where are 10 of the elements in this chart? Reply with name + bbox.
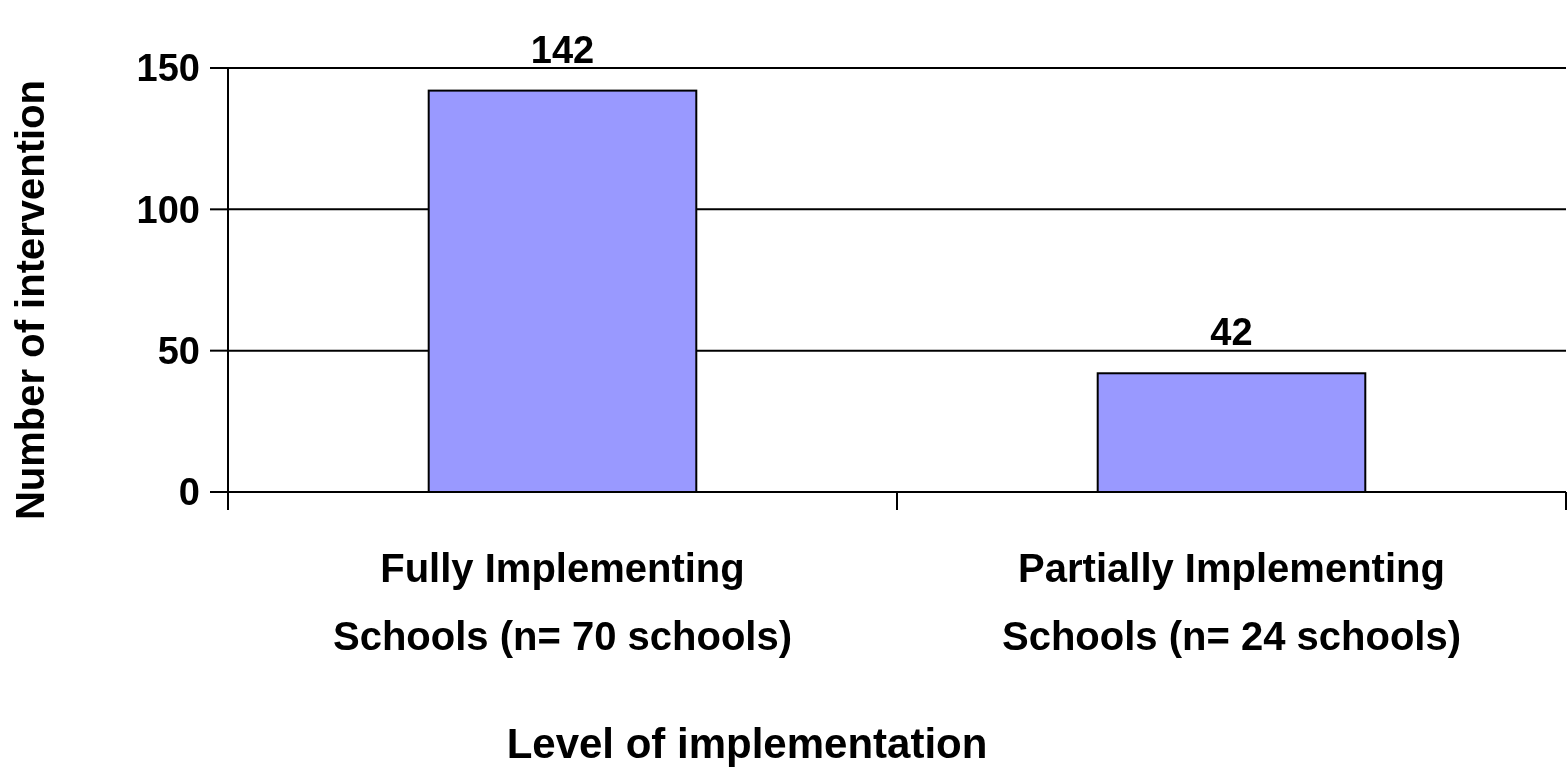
x-axis-title: Level of implementation <box>506 720 988 767</box>
y-tick-label: 50 <box>157 329 200 372</box>
x-tick-label: Partially Implementing Schools (n= 24 schools) <box>1001 546 1462 658</box>
y-tick-label: 0 <box>178 471 200 514</box>
y-tick-label: 100 <box>136 188 200 231</box>
y-axis-title: Number of intervention <box>8 79 52 521</box>
y-tick-label: 150 <box>136 47 200 90</box>
data-label: 142 <box>530 28 595 71</box>
data-label: 42 <box>1210 311 1253 354</box>
x-tick-label: Fully Implementing Schools (n= 70 schools) <box>332 546 793 658</box>
